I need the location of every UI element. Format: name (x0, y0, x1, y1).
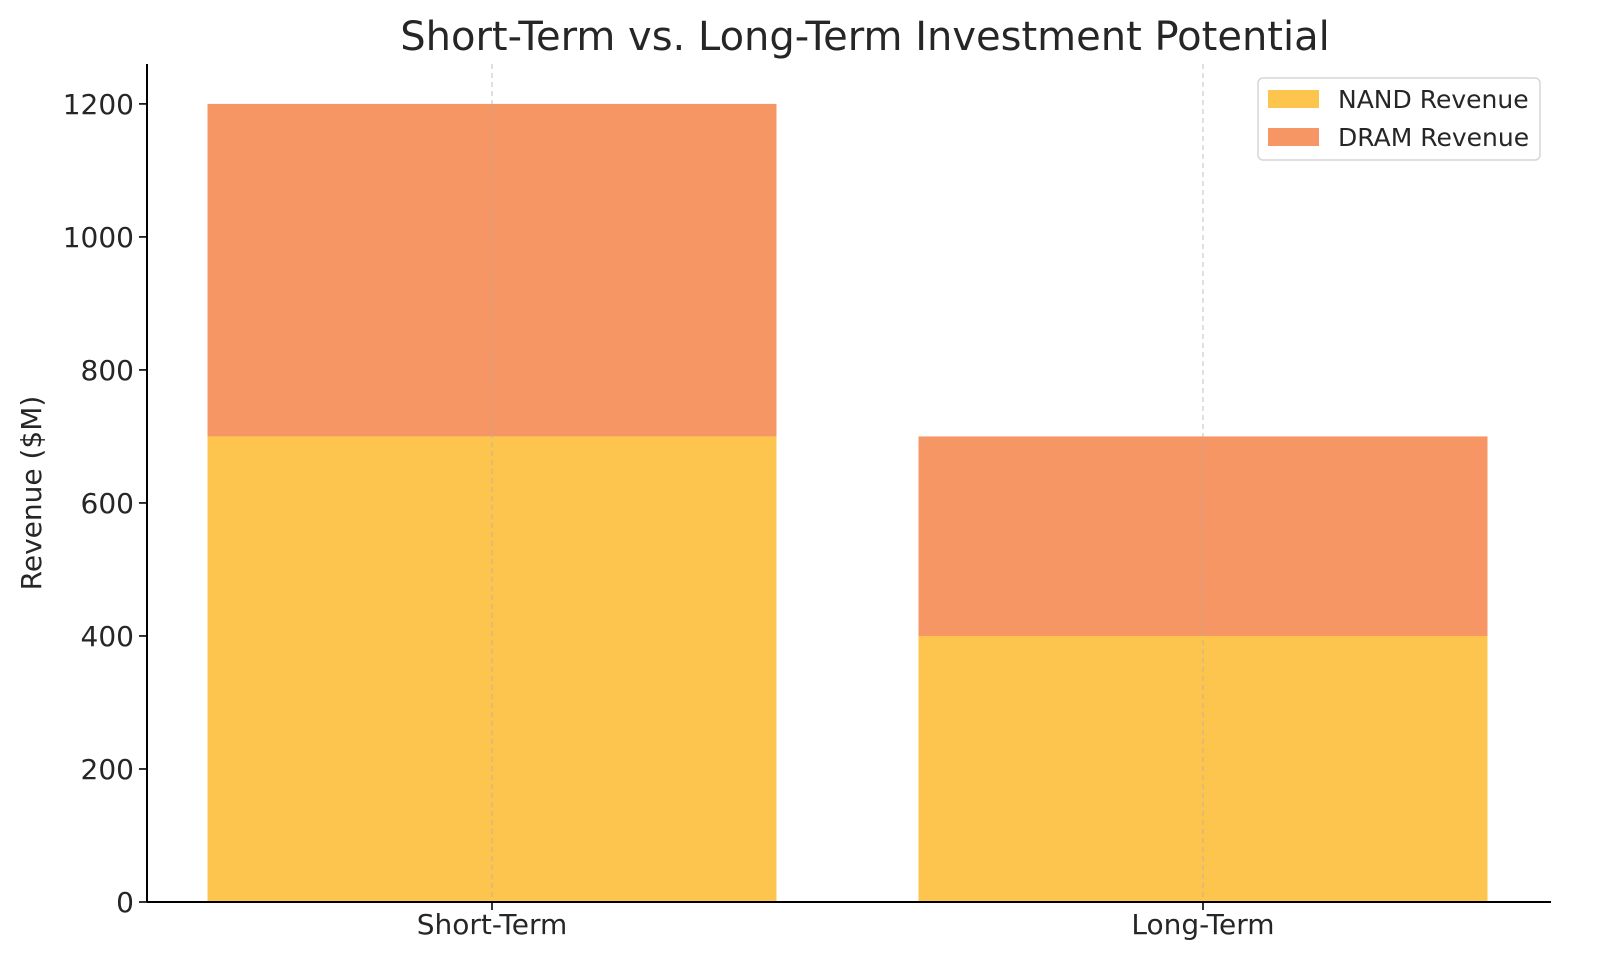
y-tick-label: 400 (81, 620, 134, 653)
y-tick-label: 0 (116, 886, 134, 919)
y-tick-label: 1000 (63, 221, 134, 254)
legend-box (1257, 77, 1541, 161)
bars (207, 103, 1488, 902)
x-ticks: Short-Term Long-Term (417, 902, 1275, 941)
y-tick-label: 1200 (63, 88, 134, 121)
y-tick-label: 600 (81, 487, 134, 520)
grid-lines (491, 64, 1204, 902)
legend: NAND Revenue DRAM Revenue (1257, 77, 1541, 161)
legend-label: NAND Revenue (1338, 85, 1529, 114)
y-ticks: 0 200 400 600 800 1000 1200 (63, 88, 147, 919)
chart-title: Short-Term vs. Long-Term Investment Pote… (400, 14, 1329, 60)
legend-label: DRAM Revenue (1338, 123, 1529, 152)
y-tick-label: 800 (81, 354, 134, 387)
x-tick-label: Long-Term (1131, 908, 1274, 941)
y-axis-label: Revenue ($M) (15, 396, 48, 591)
legend-swatch (1268, 128, 1319, 146)
axes (146, 64, 1551, 903)
x-tick-label: Short-Term (417, 908, 568, 941)
legend-swatch (1268, 90, 1319, 108)
y-tick-label: 200 (81, 753, 134, 786)
bar-dram-revenue-short-term (207, 103, 777, 437)
